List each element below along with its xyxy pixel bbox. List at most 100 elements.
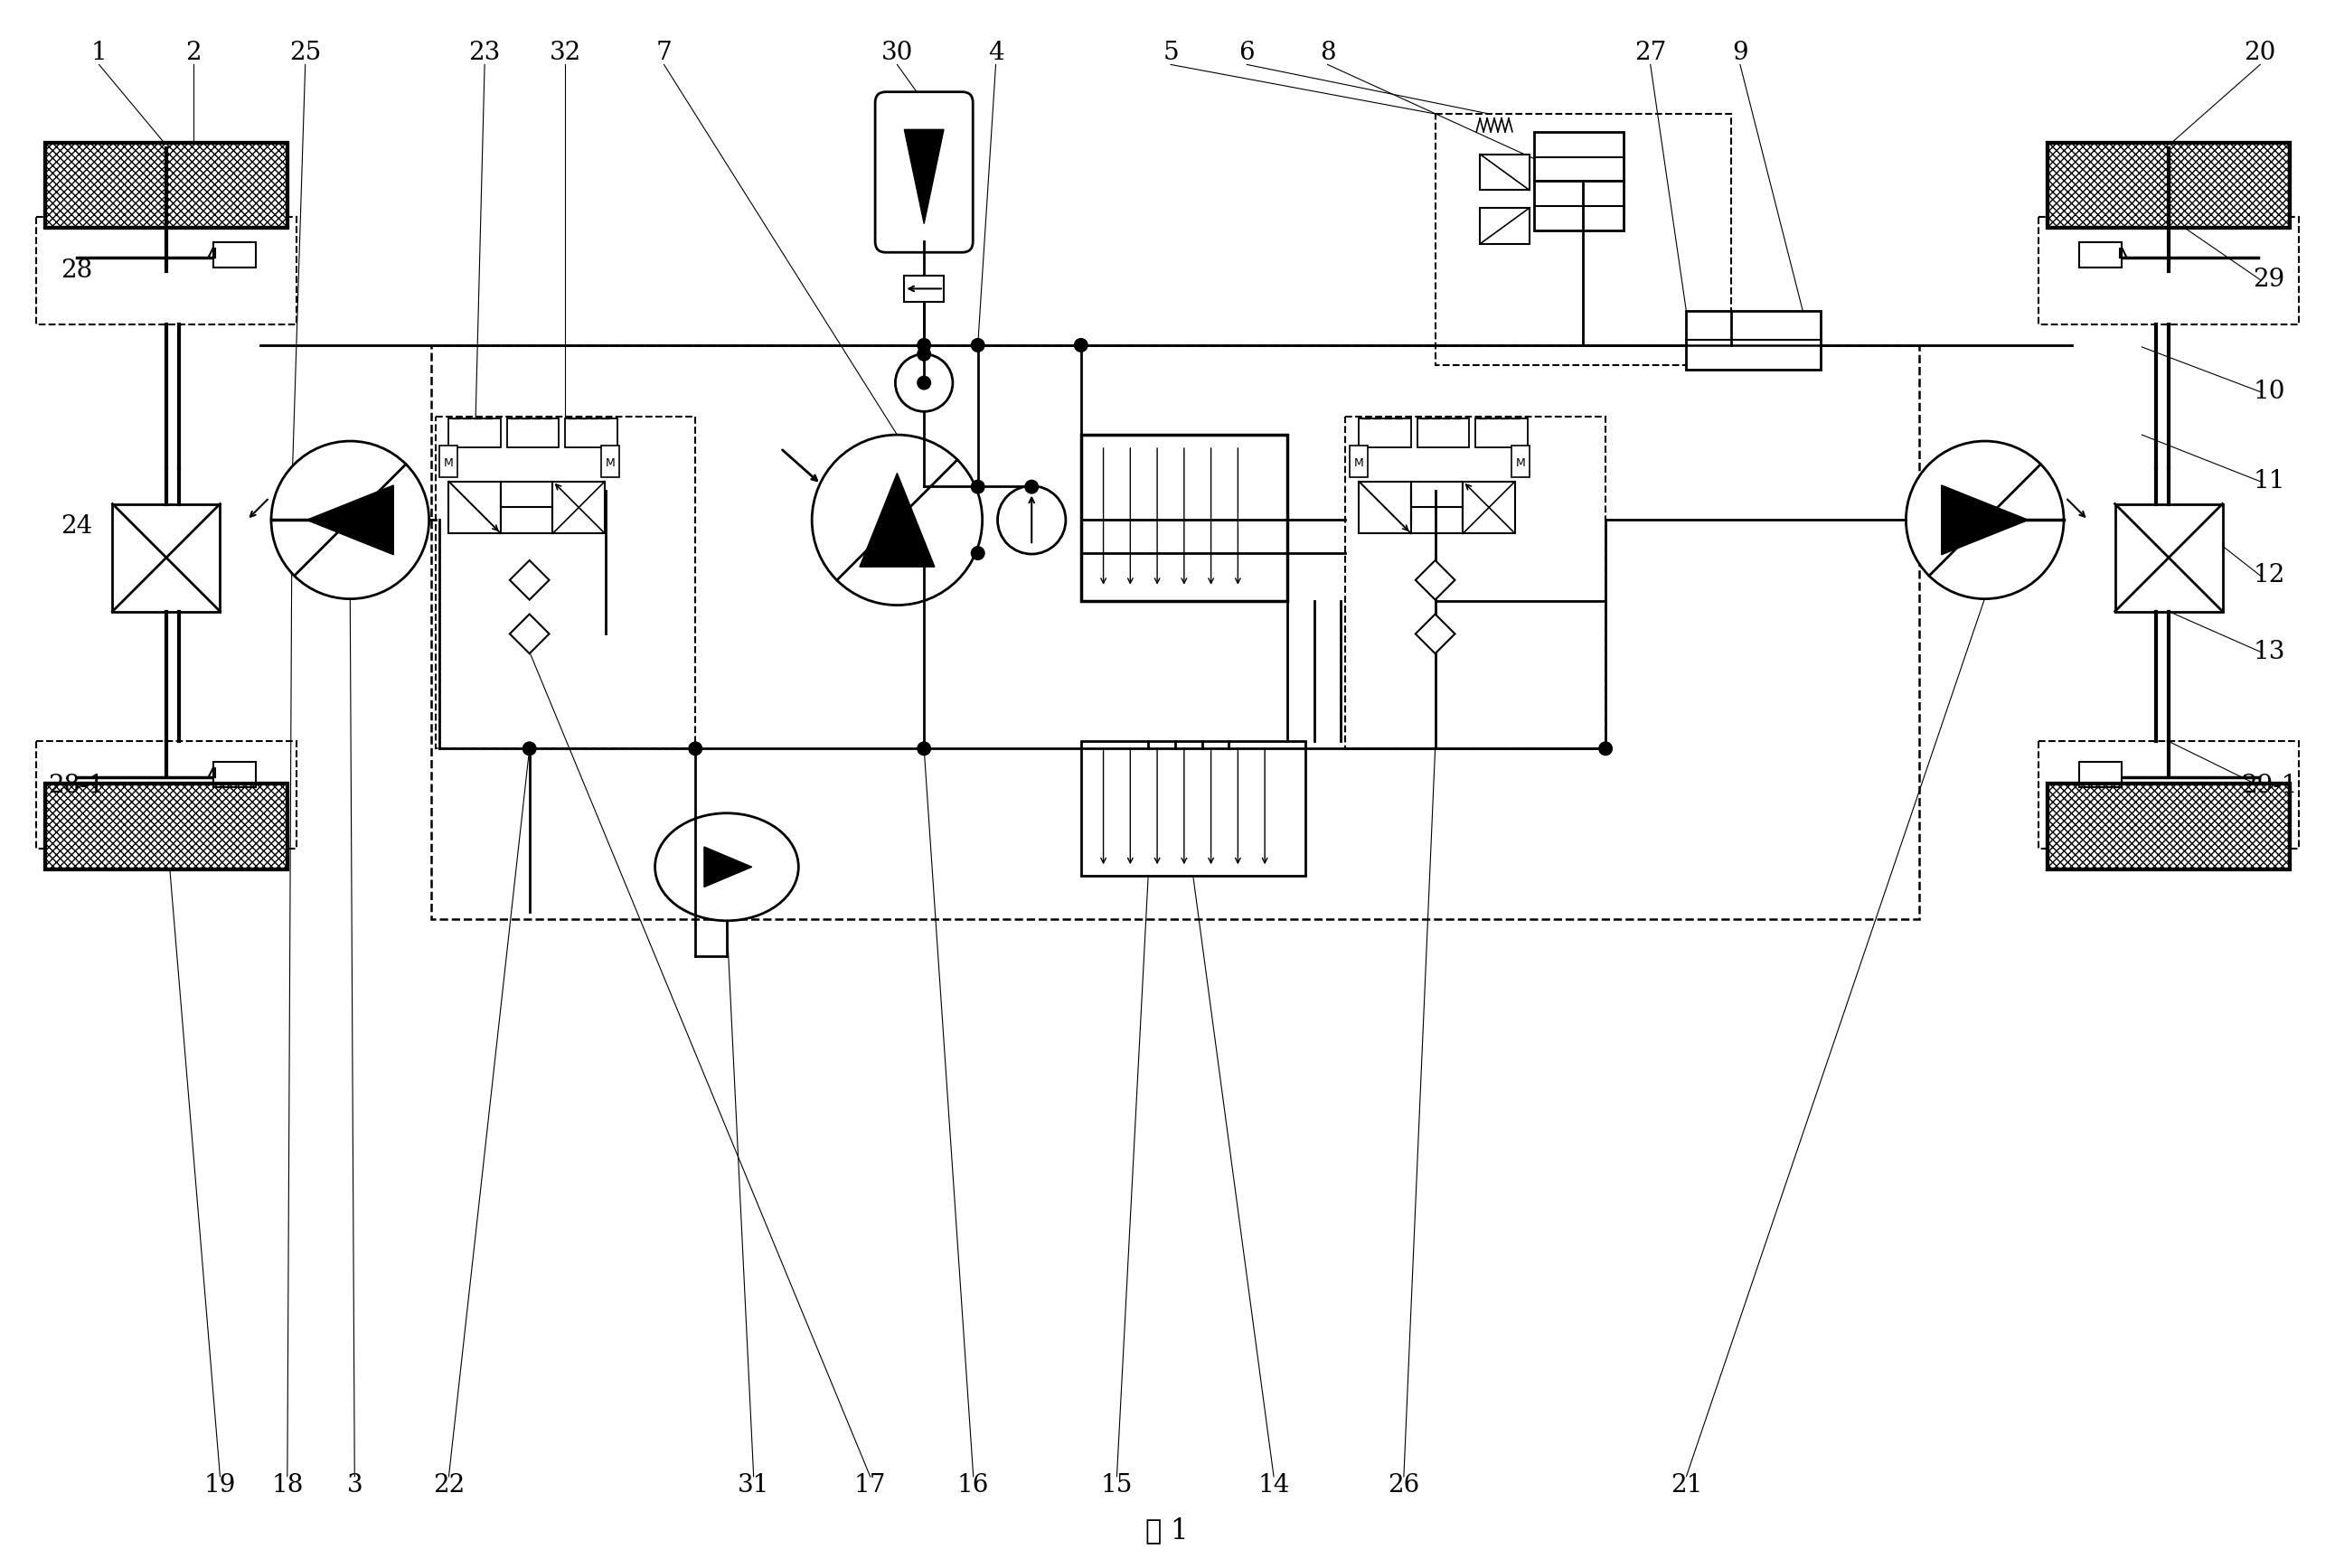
Text: M: M <box>605 458 614 469</box>
Bar <box>2048 784 2291 869</box>
Polygon shape <box>1415 560 1455 601</box>
Bar <box>1476 419 1527 447</box>
Circle shape <box>971 339 983 351</box>
Polygon shape <box>904 130 943 224</box>
Bar <box>1359 419 1410 447</box>
Text: 24: 24 <box>61 514 93 538</box>
Circle shape <box>1905 441 2064 599</box>
Bar <box>1999 497 2043 543</box>
Bar <box>448 419 500 447</box>
Text: 29: 29 <box>2253 268 2286 292</box>
Circle shape <box>813 434 983 605</box>
Bar <box>600 445 619 477</box>
Bar <box>37 216 297 325</box>
Text: 19: 19 <box>203 1474 236 1497</box>
Bar <box>1464 481 1515 533</box>
Bar <box>439 445 458 477</box>
Text: 23: 23 <box>469 41 500 66</box>
Circle shape <box>997 486 1065 554</box>
Bar <box>1410 481 1464 533</box>
Bar <box>1417 419 1469 447</box>
Text: 20: 20 <box>2244 41 2277 66</box>
Text: 30: 30 <box>880 41 913 66</box>
Text: 25: 25 <box>290 41 322 66</box>
Circle shape <box>971 480 983 492</box>
Ellipse shape <box>656 814 799 920</box>
Text: M: M <box>1354 458 1364 469</box>
Bar <box>44 784 287 869</box>
Text: 22: 22 <box>432 1474 465 1497</box>
Text: 16: 16 <box>957 1474 990 1497</box>
Bar <box>2048 143 2291 229</box>
Circle shape <box>1025 480 1039 492</box>
Text: 32: 32 <box>549 41 581 66</box>
Circle shape <box>920 350 929 359</box>
Circle shape <box>918 376 929 389</box>
Polygon shape <box>306 485 395 555</box>
Text: 6: 6 <box>1240 41 1254 66</box>
Text: 13: 13 <box>2253 640 2286 663</box>
Text: 2: 2 <box>184 41 201 66</box>
Bar <box>1511 445 1529 477</box>
Bar <box>112 503 219 612</box>
Text: 14: 14 <box>1259 1474 1289 1497</box>
Text: 7: 7 <box>656 41 672 66</box>
Bar <box>2038 742 2298 848</box>
Circle shape <box>1599 742 1611 754</box>
Bar <box>212 762 257 787</box>
Text: 3: 3 <box>346 1474 362 1497</box>
Text: 29-1: 29-1 <box>2242 775 2298 798</box>
Bar <box>44 143 287 229</box>
Bar <box>448 481 500 533</box>
Bar <box>292 497 336 543</box>
Bar <box>1686 310 1821 370</box>
Bar <box>37 742 297 848</box>
Bar <box>1359 481 1410 533</box>
Text: M: M <box>1515 458 1525 469</box>
Bar <box>44 143 287 229</box>
Text: 27: 27 <box>1634 41 1667 66</box>
Circle shape <box>271 441 430 599</box>
Bar <box>1534 180 1623 230</box>
Polygon shape <box>1415 615 1455 654</box>
Text: 4: 4 <box>988 41 1004 66</box>
Bar <box>904 276 943 303</box>
Bar <box>565 419 616 447</box>
Circle shape <box>918 742 929 754</box>
Text: 12: 12 <box>2253 563 2286 588</box>
Circle shape <box>894 354 953 411</box>
Bar <box>2048 784 2291 869</box>
Bar <box>553 481 605 533</box>
Text: 5: 5 <box>1163 41 1179 66</box>
Text: 15: 15 <box>1100 1474 1132 1497</box>
Text: 18: 18 <box>271 1474 304 1497</box>
Text: 28: 28 <box>61 259 93 282</box>
Text: 11: 11 <box>2253 469 2286 494</box>
Bar <box>500 481 553 533</box>
Bar <box>1350 445 1368 477</box>
Text: 9: 9 <box>1733 41 1749 66</box>
Polygon shape <box>859 474 934 566</box>
Bar <box>44 784 287 869</box>
FancyBboxPatch shape <box>876 93 974 252</box>
Bar <box>2038 216 2298 325</box>
Text: 17: 17 <box>855 1474 887 1497</box>
Polygon shape <box>509 615 549 654</box>
Text: 21: 21 <box>1670 1474 1702 1497</box>
Text: 图 1: 图 1 <box>1146 1516 1189 1544</box>
Text: 8: 8 <box>1319 41 1336 66</box>
Circle shape <box>971 547 983 560</box>
Bar <box>2116 503 2223 612</box>
Bar <box>1534 132 1623 180</box>
Circle shape <box>689 742 700 754</box>
Text: 26: 26 <box>1387 1474 1420 1497</box>
Text: 28-1: 28-1 <box>49 775 105 798</box>
Text: 10: 10 <box>2253 379 2286 405</box>
Bar <box>1480 209 1529 245</box>
Bar <box>434 417 696 748</box>
Bar <box>2048 143 2291 229</box>
Bar <box>212 241 257 267</box>
Bar <box>2078 762 2123 787</box>
Bar <box>2078 241 2123 267</box>
Circle shape <box>1074 339 1088 351</box>
